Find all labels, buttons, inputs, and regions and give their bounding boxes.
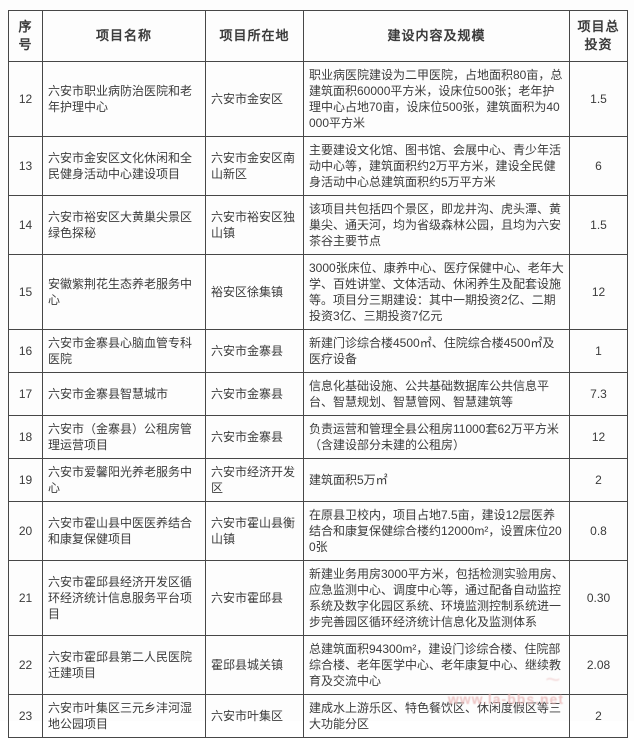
cell-project-location: 六安市叶集区 [205,694,304,738]
cell-serial-number: 14 [8,195,43,255]
cell-project-name: 安徽紫荆花生态养老服务中心 [42,254,206,330]
table-body: 12 六安市职业病防治医院和老年护理中心 六安市金安区 职业病医院建设为二甲医院，占地… [8,61,628,738]
cell-construction-content: 建成水上游乐区、特色餐饮区、休闲度假区等三大功能分区 [303,694,570,738]
cell-total-investment: 2 [569,694,628,738]
cell-serial-number: 19 [8,458,43,502]
cell-total-investment: 1.5 [569,195,628,255]
cell-serial-number: 23 [8,694,43,738]
cell-serial-number: 18 [8,415,43,459]
cell-project-name: 六安市爱馨阳光养老服务中心 [42,458,206,502]
cell-serial-number: 20 [8,501,43,561]
cell-project-location: 六安市金寨县 [205,415,304,459]
cell-project-name: 六安市霍山县中医医养结合和康复保健项目 [42,501,206,561]
cell-total-investment: 2 [569,458,628,502]
cell-project-location: 六安市金寨县 [205,372,304,416]
cell-construction-content: 建筑面积5万㎡ [303,458,570,502]
cell-project-name: 六安市霍邱县经济开发区循环经济统计信息服务平台项目 [42,560,206,636]
cell-project-location: 六安市霍山县衡山镇 [205,501,304,561]
cell-serial-number: 22 [8,635,43,695]
cell-serial-number: 21 [8,560,43,636]
cell-project-name: 六安市金安区文化休闲和全民健身活动中心建设项目 [42,136,206,196]
cell-project-name: 六安市（金寨县）公租房管理运营项目 [42,415,206,459]
cell-project-name: 六安市金寨县心脑血管专科医院 [42,329,206,373]
cell-construction-content: 主要建设文化馆、图书馆、会展中心、青少年活动中心等，建筑面积约2万平方米，建设全… [303,136,570,196]
table-row: 19 六安市爱馨阳光养老服务中心 六安市经济开发区 建筑面积5万㎡ 2 [8,458,628,502]
cell-total-investment: 7.3 [569,372,628,416]
header-total-investment: 项目总投资 [569,10,628,62]
cell-construction-content: 信息化基础设施、公共基础数据库公共信息平台、智慧规划、智慧管网、智慧建筑等 [303,372,570,416]
table-row: 16 六安市金寨县心脑血管专科医院 六安市金寨县 新建门诊综合楼4500㎡、住院综合楼… [8,329,628,373]
cell-total-investment: 0.8 [569,501,628,561]
cell-project-name: 六安市职业病防治医院和老年护理中心 [42,61,206,137]
cell-total-investment: 1 [569,329,628,373]
cell-total-investment: 12 [569,415,628,459]
cell-total-investment: 1.5 [569,61,628,137]
cell-construction-content: 该项目共包括四个景区，即龙井沟、虎头潭、黄巢尖、通天河，均为省级森林公园，且均为… [303,195,570,255]
cell-construction-content: 新建业务用房3000平方米，包括检测实验用房、应急监测中心、调度中心等，通过配备… [303,560,570,636]
cell-construction-content: 职业病医院建设为二甲医院，占地面积80亩，总建筑面积60000平方米，设床位50… [303,61,570,137]
header-construction-content: 建设内容及规模 [303,10,570,62]
table-row: 21 六安市霍邱县经济开发区循环经济统计信息服务平台项目 六安市霍邱县 新建业务用房3… [8,560,628,636]
cell-construction-content: 在原县卫校内，项目占地7.5亩，建设12层医养结合和康复保健综合楼约12000m… [303,501,570,561]
table-row: 18 六安市（金寨县）公租房管理运营项目 六安市金寨县 负责运营和管理全县公租房110… [8,415,628,459]
table-row: 17 六安市金寨县智慧城市 六安市金寨县 信息化基础设施、公共基础数据库公共信息平台、… [8,372,628,416]
header-project-name: 项目名称 [42,10,206,62]
cell-serial-number: 15 [8,254,43,330]
cell-construction-content: 总建筑面积94300m²，建设门诊综合楼、住院部综合楼、老年医学中心、老年康复中… [303,635,570,695]
cell-construction-content: 3000张床位、康养中心、医疗保健中心、老年大学、百姓讲堂、文体活动、休闲养生及… [303,254,570,330]
table-row: 12 六安市职业病防治医院和老年护理中心 六安市金安区 职业病医院建设为二甲医院，占地… [8,61,628,137]
table-row: 13 六安市金安区文化休闲和全民健身活动中心建设项目 六安市金安区南山新区 主要建设文… [8,136,628,196]
cell-total-investment: 2.08 [569,635,628,695]
cell-project-location: 六安市裕安区独山镇 [205,195,304,255]
cell-project-name: 六安市金寨县智慧城市 [42,372,206,416]
cell-total-investment: 6 [569,136,628,196]
cell-project-name: 六安市叶集区三元乡沣河湿地公园项目 [42,694,206,738]
table-header-row: 序号 项目名称 项目所在地 建设内容及规模 项目总投资 [8,10,628,62]
cell-project-location: 六安市霍邱县 [205,560,304,636]
table-row: 14 六安市裕安区大黄巢尖景区绿色探秘 六安市裕安区独山镇 该项目共包括四个景区，即龙… [8,195,628,255]
cell-project-location: 霍邱县城关镇 [205,635,304,695]
document-page: 序号 项目名称 项目所在地 建设内容及规模 项目总投资 12 六安市职业病防治医院… [8,10,628,738]
cell-project-location: 六安市经济开发区 [205,458,304,502]
cell-construction-content: 负责运营和管理全县公租房11000套62万平方米（含建设部分未建的公租房） [303,415,570,459]
header-serial-number: 序号 [8,10,43,62]
cell-serial-number: 17 [8,372,43,416]
projects-table: 序号 项目名称 项目所在地 建设内容及规模 项目总投资 12 六安市职业病防治医院… [8,10,628,738]
cell-serial-number: 12 [8,61,43,137]
cell-total-investment: 0.30 [569,560,628,636]
header-project-location: 项目所在地 [205,10,304,62]
cell-total-investment: 12 [569,254,628,330]
table-row: 20 六安市霍山县中医医养结合和康复保健项目 六安市霍山县衡山镇 在原县卫校内，项目占… [8,501,628,561]
cell-serial-number: 16 [8,329,43,373]
cell-project-location: 六安市金安区 [205,61,304,137]
cell-construction-content: 新建门诊综合楼4500㎡、住院综合楼4500㎡及医疗设备 [303,329,570,373]
cell-project-location: 六安市金安区南山新区 [205,136,304,196]
cell-project-location: 裕安区徐集镇 [205,254,304,330]
cell-project-location: 六安市金寨县 [205,329,304,373]
cell-serial-number: 13 [8,136,43,196]
table-row: 23 六安市叶集区三元乡沣河湿地公园项目 六安市叶集区 建成水上游乐区、特色餐饮区、休… [8,694,628,738]
table-row: 22 六安市霍邱县第二人民医院迁建项目 霍邱县城关镇 总建筑面积94300m²，建设门… [8,635,628,695]
table-row: 15 安徽紫荆花生态养老服务中心 裕安区徐集镇 3000张床位、康养中心、医疗保健中心… [8,254,628,330]
cell-project-name: 六安市裕安区大黄巢尖景区绿色探秘 [42,195,206,255]
cell-project-name: 六安市霍邱县第二人民医院迁建项目 [42,635,206,695]
